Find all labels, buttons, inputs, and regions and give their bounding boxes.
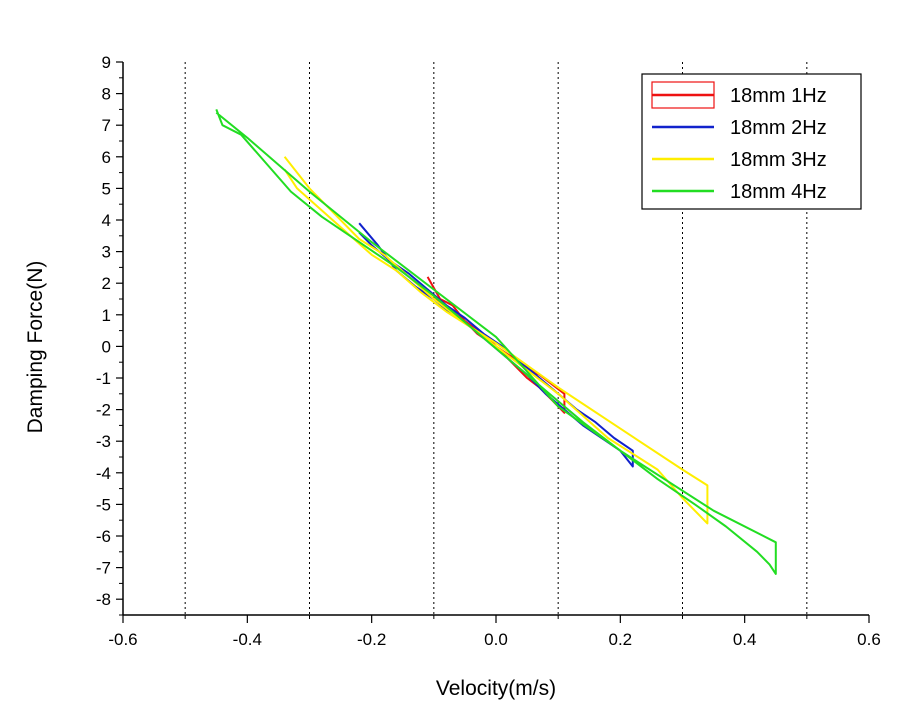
y-tick-label: 1: [102, 306, 111, 325]
y-tick-label: -7: [96, 559, 111, 578]
y-tick-label: -8: [96, 590, 111, 609]
x-tick-label: -0.2: [357, 630, 386, 649]
legend-label: 18mm 2Hz: [730, 117, 827, 139]
y-tick-label: 6: [102, 148, 111, 167]
y-tick-label: -3: [96, 432, 111, 451]
y-tick-label: 4: [102, 211, 111, 230]
series-line: [215, 109, 777, 575]
y-tick-label: 8: [102, 85, 111, 104]
reference-lines: [184, 62, 808, 615]
y-tick-label: -5: [96, 495, 111, 514]
legend-swatch-frame: [651, 81, 715, 109]
y-tick-label: 9: [102, 53, 111, 72]
y-axis-ticks: 9 8 7 6 5 4 3 2 1 0 -1 -2 -3 -4 -5 -6 -7 -8: [96, 53, 123, 616]
y-tick-label: 0: [102, 337, 111, 356]
plot-series: [215, 109, 777, 575]
x-axis-ticks: -0.6 -0.4 -0.2 0.0 0.2 0.4 0.6: [108, 615, 881, 649]
x-tick-label: 0.2: [609, 630, 633, 649]
y-tick-label: 3: [102, 243, 111, 262]
y-tick-label: 5: [102, 179, 111, 198]
y-tick-label: -4: [96, 464, 111, 483]
y-tick-label: -6: [96, 527, 111, 546]
y-tick-label: -1: [96, 369, 111, 388]
legend: 18mm 1Hz 18mm 2Hz 18mm 3Hz 18mm 4Hz: [641, 73, 862, 210]
y-tick-label: 7: [102, 116, 111, 135]
x-tick-label: 0.0: [484, 630, 508, 649]
x-tick-label: -0.6: [108, 630, 137, 649]
y-tick-label: -2: [96, 401, 111, 420]
legend-label: 18mm 4Hz: [730, 181, 827, 203]
x-tick-label: -0.4: [233, 630, 262, 649]
x-tick-label: 0.6: [857, 630, 881, 649]
y-tick-label: 2: [102, 274, 111, 293]
legend-label: 18mm 3Hz: [730, 149, 827, 171]
x-axis-title: Velocity(m/s): [436, 677, 556, 700]
legend-label: 18mm 1Hz: [730, 85, 827, 107]
y-axis-title: Damping Force(N): [24, 261, 47, 434]
legend-box: [641, 73, 862, 210]
x-tick-label: 0.4: [733, 630, 757, 649]
legend-items: 18mm 1Hz 18mm 2Hz 18mm 3Hz 18mm 4Hz: [651, 81, 827, 203]
